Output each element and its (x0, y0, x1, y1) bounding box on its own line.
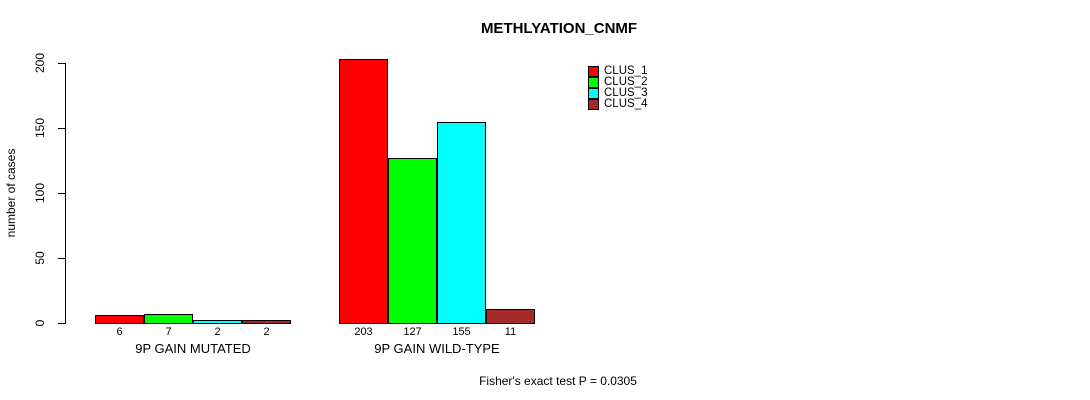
legend-item-clus_3: CLUS_3 (588, 87, 648, 99)
y-tick (58, 62, 65, 64)
bar-value-label: 7 (165, 326, 172, 338)
bar-clus_3-group2 (437, 121, 486, 324)
legend-label: CLUS_1 (604, 65, 648, 77)
group-label-2: 9P GAIN WILD-TYPE (374, 341, 500, 356)
bar-clus_4-group1 (242, 320, 291, 324)
y-tick (58, 192, 65, 194)
bar-clus_1-group2 (339, 59, 388, 324)
bar-value-label: 6 (116, 326, 123, 338)
legend-swatch-clus_4 (588, 99, 599, 110)
y-tick-label: 100 (33, 182, 47, 204)
bar-clus_1-group1 (95, 315, 144, 324)
legend-item-clus_4: CLUS_4 (588, 98, 648, 110)
y-tick-label: 200 (33, 52, 47, 74)
group-label-1: 9P GAIN MUTATED (135, 341, 251, 356)
bar-value-label: 127 (403, 326, 422, 338)
chart-title: METHLYATION_CNMF (480, 20, 638, 37)
bar-value-label: 155 (452, 326, 471, 338)
y-tick (58, 322, 65, 324)
legend-swatch-clus_1 (588, 66, 599, 77)
y-tick-label: 150 (33, 117, 47, 139)
bar-clus_3-group1 (193, 320, 242, 324)
y-tick (58, 257, 65, 259)
legend-label: CLUS_4 (604, 98, 648, 110)
legend-swatch-clus_2 (588, 77, 599, 88)
legend-label: CLUS_3 (604, 87, 648, 99)
y-axis-line (65, 63, 66, 324)
bar-value-label: 2 (263, 326, 270, 338)
bar-clus_2-group1 (144, 313, 193, 324)
y-tick (58, 127, 65, 129)
bar-clus_2-group2 (388, 157, 437, 324)
bar-value-label: 11 (504, 326, 517, 338)
y-axis-title: number of cases (4, 148, 18, 238)
legend-swatch-clus_3 (588, 88, 599, 99)
bar-value-label: 2 (214, 326, 221, 338)
legend-item-clus_2: CLUS_2 (588, 76, 648, 88)
bar-clus_4-group2 (486, 308, 535, 324)
y-tick-label: 50 (33, 251, 47, 265)
legend-item-clus_1: CLUS_1 (588, 65, 648, 77)
legend: CLUS_1 CLUS_2 CLUS_3 CLUS_4 (588, 65, 648, 110)
y-tick-label: 0 (33, 319, 47, 327)
bar-value-label: 203 (354, 326, 373, 338)
legend-label: CLUS_2 (604, 76, 648, 88)
fisher-test-annotation: Fisher's exact test P = 0.0305 (479, 374, 637, 388)
